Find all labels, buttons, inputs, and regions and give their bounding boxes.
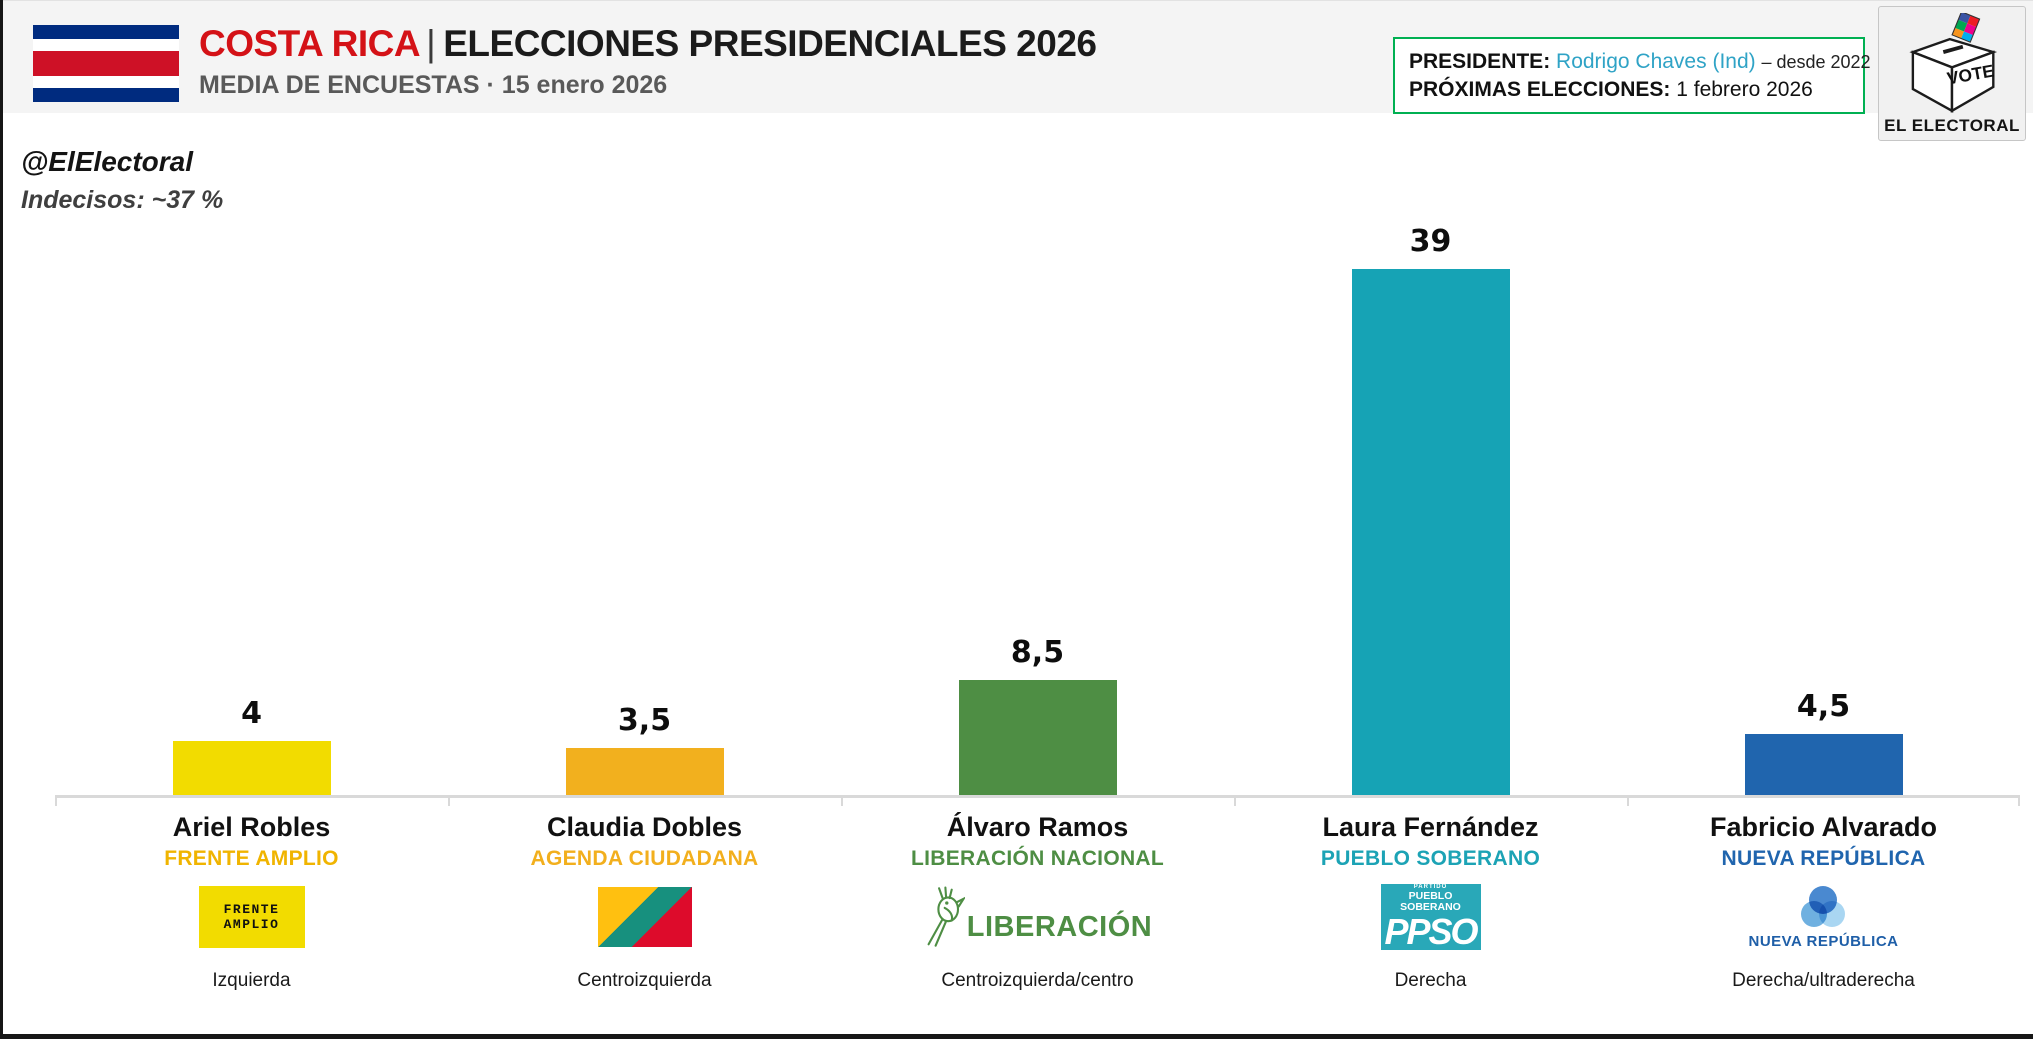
nueva-republica-logo: NUEVA REPÚBLICA <box>1748 885 1898 950</box>
candidate-column-alvaro-ramos: Álvaro Ramos LIBERACIÓN NACIONAL <box>841 800 1234 1034</box>
party-name: AGENDA CIUDADANA <box>530 847 759 870</box>
candidate-name: Laura Fernández <box>1322 812 1539 842</box>
party-logo-pueblo-soberano: PARTIDO PUEBLO SOBERANO PPSO <box>1234 878 1627 956</box>
twitter-handle: @ElElectoral <box>21 146 194 177</box>
title-block: COSTA RICA | ELECCIONES PRESIDENCIALES 202… <box>199 23 1097 100</box>
candidate-name: Claudia Dobles <box>546 812 743 842</box>
ballot-paper-icon <box>1951 10 1981 43</box>
undecided-note: Indecisos: ~37 % <box>21 186 224 214</box>
flag-stripe-white <box>33 38 179 52</box>
header-band: COSTA RICA | ELECCIONES PRESIDENCIALES 202… <box>3 0 2033 114</box>
bar-agenda-ciudadana <box>565 747 724 795</box>
candidate-column-claudia-dobles: Claudia Dobles AGENDA CIUDADANA Centroiz… <box>448 800 841 1034</box>
bar-value-label: 39 <box>1409 223 1452 259</box>
bar-liberacion-nacional <box>958 680 1117 795</box>
party-logo-liberacion-nacional: LIBERACIÓN <box>841 878 1234 956</box>
category-labels: Ariel Robles FRENTE AMPLIO FRENTE AMPLIO… <box>55 800 2020 1034</box>
next-elections-line: PRÓXIMAS ELECCIONES: 1 febrero 2026 <box>1409 76 1849 104</box>
candidate-column-ariel-robles: Ariel Robles FRENTE AMPLIO FRENTE AMPLIO… <box>55 800 448 1034</box>
title-separator: | <box>426 23 436 64</box>
bar-column: 39 <box>1234 95 1627 795</box>
ideology-label: Izquierda <box>212 970 291 991</box>
candidate-column-fabricio-alvarado: Fabricio Alvarado NUEVA REPÚBLICA NUEVA … <box>1627 800 2020 1034</box>
party-logo-frente-amplio: FRENTE AMPLIO <box>55 878 448 956</box>
axis-tick <box>448 798 450 806</box>
president-line: PRESIDENTE: Rodrigo Chaves (Ind) – desde… <box>1409 48 1871 76</box>
candidate-name: Fabricio Alvarado <box>1709 812 1938 842</box>
bar-nueva-republica <box>1744 734 1903 795</box>
candidate-name: Ariel Robles <box>172 812 331 842</box>
flag-stripe-white <box>33 75 179 89</box>
frente-amplio-logo-icon: FRENTE AMPLIO <box>198 886 305 948</box>
liberacion-logo: LIBERACIÓN <box>923 884 1152 950</box>
macaw-bird-icon <box>927 886 965 947</box>
ideology-label: Centroizquierda/centro <box>941 970 1134 991</box>
ideology-label: Derecha <box>1394 970 1467 991</box>
bar-value-label: 3,5 <box>617 702 672 738</box>
page-title: COSTA RICA | ELECCIONES PRESIDENCIALES 202… <box>199 23 1097 65</box>
page-subtitle: MEDIA DE ENCUESTAS · 15 enero 2026 <box>199 71 668 99</box>
axis-tick <box>1627 798 1629 806</box>
party-name: PUEBLO SOBERANO <box>1320 847 1541 870</box>
el-electoral-logo: VOTE EL ELECTORAL <box>1878 6 2026 141</box>
title-country: COSTA RICA <box>199 23 421 64</box>
bar-column: 4 <box>55 95 448 795</box>
costa-rica-flag-icon <box>33 25 179 102</box>
ideology-label: Centroizquierda <box>577 970 712 991</box>
bar-value-label: 8,5 <box>1010 635 1065 671</box>
flag-stripe-blue <box>33 88 179 102</box>
brand-name: EL ELECTORAL <box>1884 116 2020 135</box>
party-logo-nueva-republica: NUEVA REPÚBLICA <box>1627 878 2020 956</box>
party-name: LIBERACIÓN NACIONAL <box>910 847 1165 870</box>
nueva-republica-logo-text: NUEVA REPÚBLICA <box>1748 932 1899 950</box>
bar-frente-amplio <box>172 741 331 795</box>
president-label: PRESIDENTE: <box>1409 50 1551 73</box>
party-name: NUEVA REPÚBLICA <box>1721 847 1926 870</box>
ballot-box-icon: VOTE <box>1909 10 1998 113</box>
liberacion-logo-text: LIBERACIÓN <box>966 911 1153 943</box>
ppso-logo-icon: PARTIDO PUEBLO SOBERANO PPSO <box>1380 884 1481 952</box>
axis-tick <box>841 798 843 806</box>
axis-tick <box>1234 798 1236 806</box>
x-axis <box>55 795 2020 806</box>
next-elections-date: 1 febrero 2026 <box>1676 78 1813 101</box>
bar-column: 4,5 <box>1627 95 2020 795</box>
next-elections-label: PRÓXIMAS ELECCIONES: <box>1409 78 1671 101</box>
agenda-ciudadana-flag-icon <box>597 887 692 947</box>
party-name: FRENTE AMPLIO <box>164 847 339 870</box>
flag-stripe-red <box>33 51 179 76</box>
ideology-label: Derecha/ultraderecha <box>1732 970 1915 991</box>
ppso-logo-initials: PPSO <box>1384 911 1478 952</box>
info-box: PRESIDENTE: Rodrigo Chaves (Ind) – desde… <box>1393 37 1871 114</box>
flag-stripe-blue <box>33 25 179 39</box>
bar-column: 3,5 <box>448 95 841 795</box>
candidate-name: Álvaro Ramos <box>946 812 1129 842</box>
axis-tick <box>55 798 57 806</box>
ppso-logo-pueblo-soberano: PUEBLO SOBERANO <box>1400 890 1461 913</box>
bar-chart: 4 3,5 8,5 39 4,5 <box>55 95 2020 795</box>
president-name: Rodrigo Chaves (Ind) <box>1556 50 1756 73</box>
candidate-column-laura-fernandez: Laura Fernández PUEBLO SOBERANO PARTIDO … <box>1234 800 1627 1034</box>
bar-column: 8,5 <box>841 95 1234 795</box>
bar-pueblo-soberano <box>1351 268 1510 795</box>
president-since: – desde 2022 <box>1761 52 1871 72</box>
axis-tick <box>2018 798 2020 806</box>
bar-value-label: 4,5 <box>1796 689 1851 725</box>
ppso-logo-partido: PARTIDO <box>1413 884 1448 890</box>
three-circles-icon <box>1801 885 1846 927</box>
bar-value-label: 4 <box>241 696 262 731</box>
title-main: ELECCIONES PRESIDENCIALES 2026 <box>443 23 1097 64</box>
party-logo-agenda-ciudadana <box>448 878 841 956</box>
